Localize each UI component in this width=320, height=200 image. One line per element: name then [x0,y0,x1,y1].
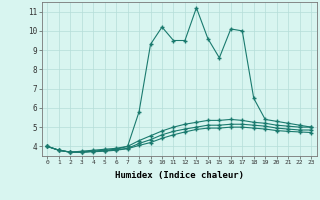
X-axis label: Humidex (Indice chaleur): Humidex (Indice chaleur) [115,171,244,180]
